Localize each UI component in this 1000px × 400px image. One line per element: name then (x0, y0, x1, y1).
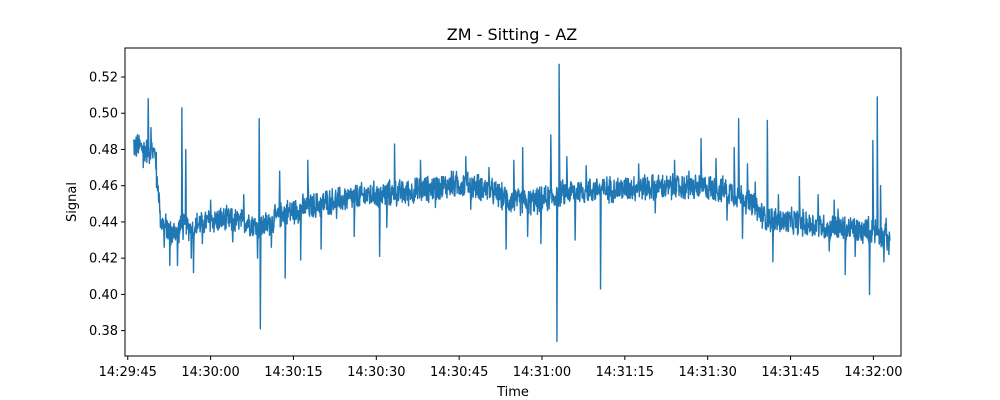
x-tick-label: 14:31:00 (513, 365, 571, 380)
y-axis: 0.38 0.40 0.42 0.44 0.46 0.48 0.50 0.52 (89, 70, 125, 339)
y-tick-label: 0.44 (89, 215, 118, 230)
x-tick-label: 14:30:30 (347, 365, 405, 380)
y-tick-label: 0.40 (89, 288, 118, 303)
y-tick-label: 0.46 (89, 179, 118, 194)
plot-frame (124, 47, 902, 357)
y-tick-label: 0.42 (89, 252, 118, 267)
x-axis: 14:29:45 14:30:00 14:30:15 14:30:30 14:30:45… (99, 356, 903, 380)
x-tick-label: 14:31:30 (678, 365, 736, 380)
y-tick-label: 0.38 (89, 324, 118, 339)
x-tick-label: 14:31:45 (761, 365, 819, 380)
y-tick-label: 0.48 (89, 143, 118, 158)
series-line (132, 63, 891, 343)
x-axis-title: Time (496, 385, 529, 400)
x-tick-label: 14:31:15 (596, 365, 654, 380)
x-tick-label: 14:29:45 (99, 365, 157, 380)
y-tick-label: 0.50 (89, 107, 118, 122)
chart-title: ZM - Sitting - AZ (447, 25, 577, 44)
x-tick-label: 14:30:45 (430, 365, 488, 380)
x-tick-label: 14:30:15 (264, 365, 322, 380)
y-tick-label: 0.52 (89, 70, 118, 85)
y-axis-title: Signal (65, 182, 80, 222)
x-tick-label: 14:32:00 (844, 365, 902, 380)
x-tick-label: 14:30:00 (181, 365, 239, 380)
